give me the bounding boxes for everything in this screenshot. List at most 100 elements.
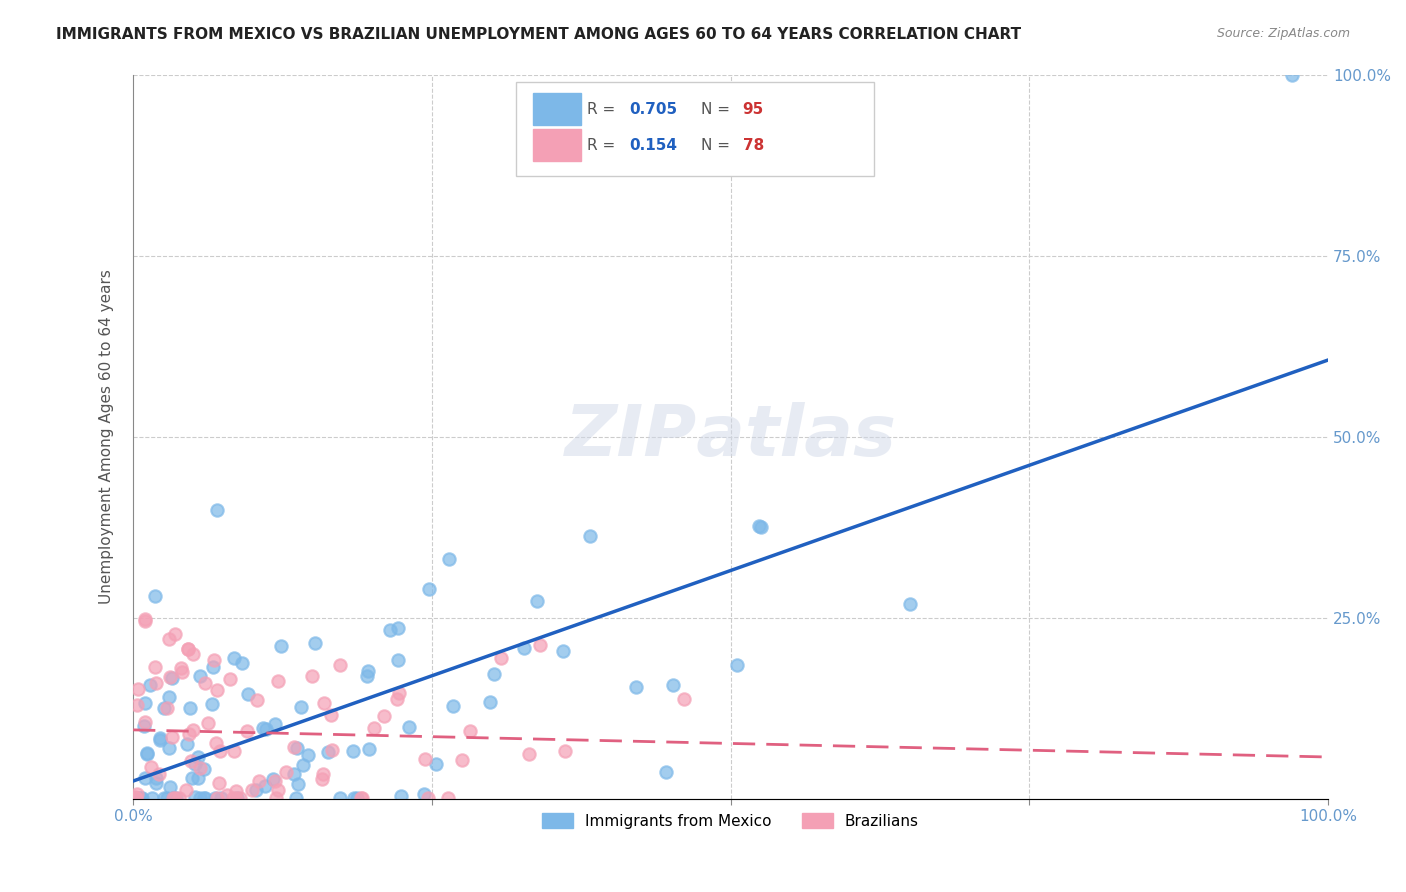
Point bbox=[287, 777, 309, 791]
Point bbox=[149, 731, 172, 745]
Point bbox=[329, 657, 352, 672]
Point bbox=[262, 772, 284, 786]
Point bbox=[276, 765, 298, 780]
Text: 0.154: 0.154 bbox=[628, 138, 678, 153]
Text: IMMIGRANTS FROM MEXICO VS BRAZILIAN UNEMPLOYMENT AMONG AGES 60 TO 64 YEARS CORRE: IMMIGRANTS FROM MEXICO VS BRAZILIAN UNEM… bbox=[56, 27, 1021, 42]
Point bbox=[267, 783, 290, 797]
Point bbox=[152, 701, 174, 715]
Point bbox=[148, 767, 170, 781]
Point bbox=[290, 699, 312, 714]
Point bbox=[193, 762, 215, 776]
FancyBboxPatch shape bbox=[516, 82, 875, 176]
Point bbox=[204, 791, 226, 805]
Point bbox=[157, 740, 180, 755]
Text: N =: N = bbox=[700, 102, 734, 117]
Point bbox=[134, 614, 156, 628]
Point bbox=[219, 672, 242, 686]
Point bbox=[264, 774, 287, 789]
Text: Source: ZipAtlas.com: Source: ZipAtlas.com bbox=[1216, 27, 1350, 40]
Point bbox=[283, 739, 305, 754]
Point bbox=[225, 783, 247, 797]
Point bbox=[143, 589, 166, 603]
Point bbox=[167, 791, 190, 805]
Point bbox=[529, 638, 551, 652]
Point bbox=[554, 744, 576, 758]
Point bbox=[145, 776, 167, 790]
Point bbox=[291, 757, 314, 772]
Point bbox=[159, 780, 181, 794]
Point bbox=[285, 740, 308, 755]
Point bbox=[225, 791, 247, 805]
Point bbox=[145, 675, 167, 690]
Point bbox=[149, 732, 172, 747]
Point bbox=[725, 657, 748, 672]
Point bbox=[180, 754, 202, 768]
Point bbox=[385, 692, 408, 706]
Point bbox=[193, 791, 215, 805]
Point bbox=[748, 518, 770, 533]
FancyBboxPatch shape bbox=[533, 93, 581, 125]
Point bbox=[222, 791, 245, 805]
Point bbox=[356, 669, 378, 683]
Point bbox=[155, 700, 177, 714]
Point bbox=[125, 787, 148, 801]
Point bbox=[247, 774, 270, 789]
Point bbox=[1281, 68, 1303, 82]
Point bbox=[264, 791, 287, 805]
Point bbox=[655, 765, 678, 780]
Point bbox=[179, 727, 201, 741]
Text: 0.705: 0.705 bbox=[628, 102, 678, 117]
Text: 95: 95 bbox=[742, 102, 763, 117]
Point bbox=[162, 791, 184, 805]
Point bbox=[177, 642, 200, 657]
Point bbox=[387, 621, 409, 635]
Point bbox=[176, 737, 198, 751]
Point bbox=[207, 503, 229, 517]
Point bbox=[231, 657, 253, 671]
Point bbox=[184, 790, 207, 805]
Text: ZIP​atlas: ZIP​atlas bbox=[565, 402, 897, 471]
Point bbox=[304, 636, 326, 650]
Point bbox=[321, 707, 343, 722]
Point bbox=[141, 791, 163, 805]
Point bbox=[184, 757, 207, 772]
Point bbox=[321, 743, 343, 757]
Point bbox=[373, 709, 395, 723]
Point bbox=[517, 747, 540, 761]
Point bbox=[329, 791, 352, 805]
Point bbox=[205, 791, 228, 805]
Point bbox=[172, 665, 194, 679]
Point bbox=[170, 661, 193, 675]
Point bbox=[152, 791, 174, 805]
Point bbox=[425, 756, 447, 771]
Point bbox=[350, 791, 373, 805]
Point bbox=[141, 760, 163, 774]
Point bbox=[187, 749, 209, 764]
Point bbox=[359, 742, 381, 756]
Point bbox=[236, 724, 259, 739]
Point bbox=[256, 722, 278, 736]
Point bbox=[245, 783, 267, 797]
Point bbox=[163, 627, 186, 641]
Point bbox=[346, 791, 368, 805]
Point bbox=[188, 669, 211, 683]
Point bbox=[253, 780, 276, 794]
Point bbox=[179, 701, 201, 715]
Point bbox=[898, 597, 921, 611]
Point bbox=[209, 791, 232, 805]
Point bbox=[388, 686, 411, 700]
Point bbox=[205, 736, 228, 750]
FancyBboxPatch shape bbox=[533, 128, 581, 161]
Point bbox=[134, 696, 156, 710]
Point bbox=[285, 791, 308, 805]
Point bbox=[127, 681, 149, 696]
Point bbox=[127, 698, 149, 713]
Point bbox=[451, 753, 474, 767]
Point bbox=[526, 594, 548, 608]
Point bbox=[749, 520, 772, 534]
Point bbox=[482, 667, 505, 681]
Point bbox=[673, 692, 696, 706]
Point bbox=[125, 791, 148, 805]
Point bbox=[236, 687, 259, 701]
Point bbox=[439, 552, 461, 566]
